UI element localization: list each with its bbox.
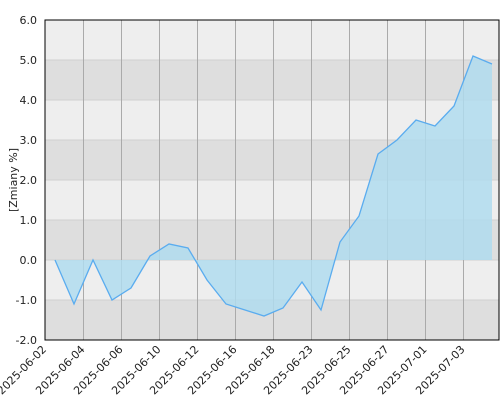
y-tick-label: -1.0 [16, 294, 37, 307]
y-axis-label: [Zmiany %] [7, 148, 20, 212]
y-tick-label: 1.0 [20, 214, 38, 227]
line [54, 55, 493, 317]
y-tick-label: 0.0 [20, 254, 38, 267]
grid-band [45, 60, 499, 100]
plot-frame [44, 19, 500, 341]
grid-band [45, 20, 499, 60]
area-fill [55, 56, 492, 316]
y-tick-label: 4.0 [20, 94, 38, 107]
y-tick-label: -2.0 [16, 334, 37, 347]
y-tick-label: 2.0 [20, 174, 38, 187]
y-tick-label: 5.0 [20, 54, 38, 67]
y-tick-label: 3.0 [20, 134, 38, 147]
y-tick-label: 6.0 [20, 14, 38, 27]
